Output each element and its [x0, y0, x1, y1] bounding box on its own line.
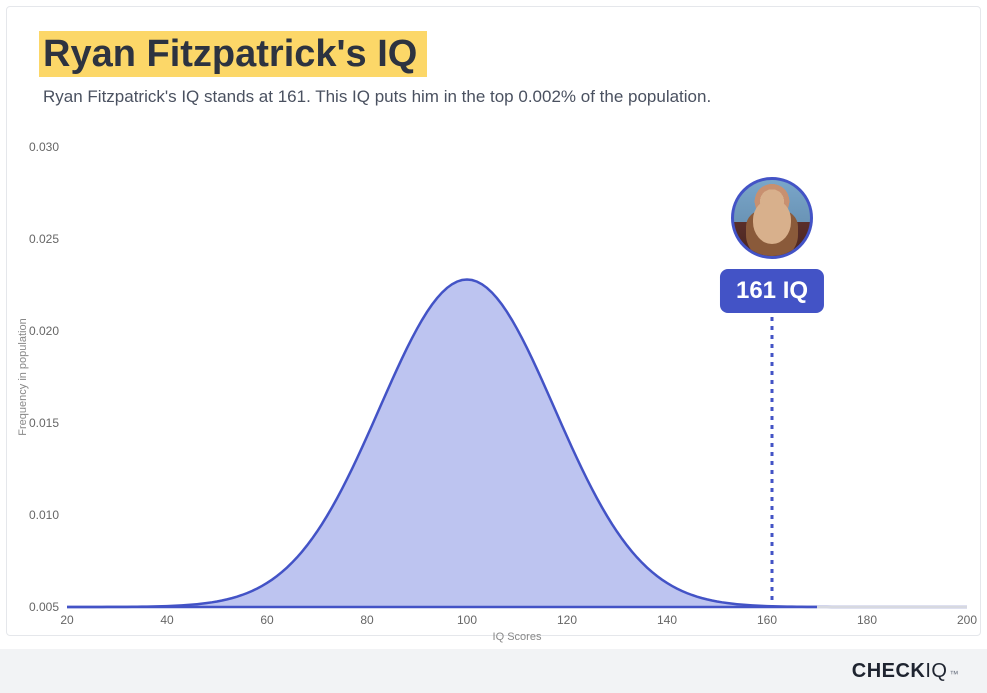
x-tick: 40 — [160, 613, 173, 627]
person-avatar — [731, 177, 813, 259]
y-axis-label: Frequency in population — [17, 318, 29, 435]
chart-svg — [67, 147, 967, 607]
y-tick: 0.005 — [29, 600, 59, 614]
y-tick: 0.010 — [29, 508, 59, 522]
brand-prefix: CHECK — [852, 660, 926, 683]
x-tick: 20 — [60, 613, 73, 627]
x-tick: 200 — [957, 613, 977, 627]
x-tick: 120 — [557, 613, 577, 627]
x-axis-label: IQ Scores — [493, 631, 542, 643]
x-tick: 100 — [457, 613, 477, 627]
iq-distribution-chart: Frequency in population IQ Scores 161 IQ… — [67, 147, 967, 607]
x-tick: 140 — [657, 613, 677, 627]
title-wrap: Ryan Fitzpatrick's IQ — [7, 7, 980, 87]
y-tick: 0.025 — [29, 232, 59, 246]
page-title: Ryan Fitzpatrick's IQ — [39, 31, 427, 77]
y-tick: 0.030 — [29, 140, 59, 154]
subtitle: Ryan Fitzpatrick's IQ stands at 161. Thi… — [7, 87, 980, 117]
brand-suffix: IQ — [925, 660, 947, 683]
x-tick: 160 — [757, 613, 777, 627]
footer-bar: CHECKIQ™ — [0, 649, 987, 693]
x-tick: 60 — [260, 613, 273, 627]
x-tick: 180 — [857, 613, 877, 627]
brand-tm: ™ — [950, 669, 960, 679]
infographic-card: Ryan Fitzpatrick's IQ Ryan Fitzpatrick's… — [6, 6, 981, 636]
brand-logo: CHECKIQ™ — [852, 660, 959, 683]
iq-badge: 161 IQ — [720, 269, 824, 313]
y-tick: 0.015 — [29, 416, 59, 430]
x-tick: 80 — [360, 613, 373, 627]
y-tick: 0.020 — [29, 324, 59, 338]
